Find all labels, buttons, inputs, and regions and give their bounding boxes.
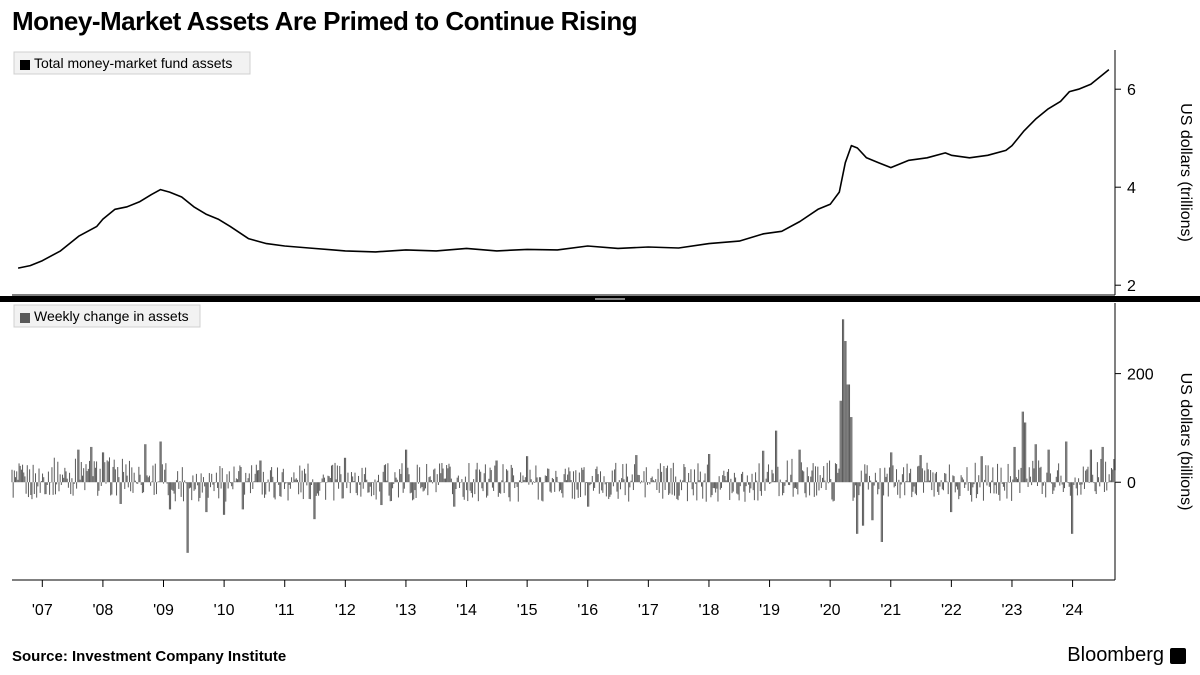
brand: Bloomberg	[1067, 644, 1186, 667]
svg-text:200: 200	[1127, 367, 1154, 384]
chart-title: Money-Market Assets Are Primed to Contin…	[12, 6, 637, 37]
svg-text:'24: '24	[1062, 602, 1083, 619]
chart-container: Money-Market Assets Are Primed to Contin…	[0, 0, 1200, 675]
svg-text:'17: '17	[638, 602, 659, 619]
svg-text:'18: '18	[699, 602, 720, 619]
svg-text:'22: '22	[941, 602, 962, 619]
svg-text:'12: '12	[335, 602, 356, 619]
source-text: Source: Investment Company Institute	[12, 648, 286, 665]
chart-svg: 2 4 6 US dollars (trillions) Total money-mar…	[0, 0, 1200, 675]
svg-text:'08: '08	[92, 602, 113, 619]
svg-text:'19: '19	[759, 602, 780, 619]
brand-label: Bloomberg	[1067, 644, 1164, 667]
svg-text:Weekly change in assets: Weekly change in assets	[34, 308, 189, 324]
svg-text:'16: '16	[577, 602, 598, 619]
svg-text:'23: '23	[1002, 602, 1023, 619]
svg-text:4: 4	[1127, 180, 1136, 197]
svg-text:'21: '21	[880, 602, 901, 619]
svg-text:'09: '09	[153, 602, 174, 619]
svg-text:Total money-market fund assets: Total money-market fund assets	[34, 55, 232, 71]
svg-text:'10: '10	[214, 602, 235, 619]
svg-text:US dollars (trillions): US dollars (trillions)	[1177, 103, 1194, 242]
svg-text:'11: '11	[275, 602, 295, 619]
svg-text:'20: '20	[820, 602, 841, 619]
svg-text:'15: '15	[517, 602, 538, 619]
svg-text:US dollars (billions): US dollars (billions)	[1177, 373, 1194, 511]
svg-text:0: 0	[1127, 475, 1136, 492]
svg-text:'13: '13	[395, 602, 416, 619]
svg-text:6: 6	[1127, 82, 1136, 99]
svg-text:'07: '07	[32, 602, 53, 619]
svg-text:2: 2	[1127, 278, 1136, 295]
svg-text:'14: '14	[456, 602, 477, 619]
brand-icon	[1170, 648, 1186, 664]
